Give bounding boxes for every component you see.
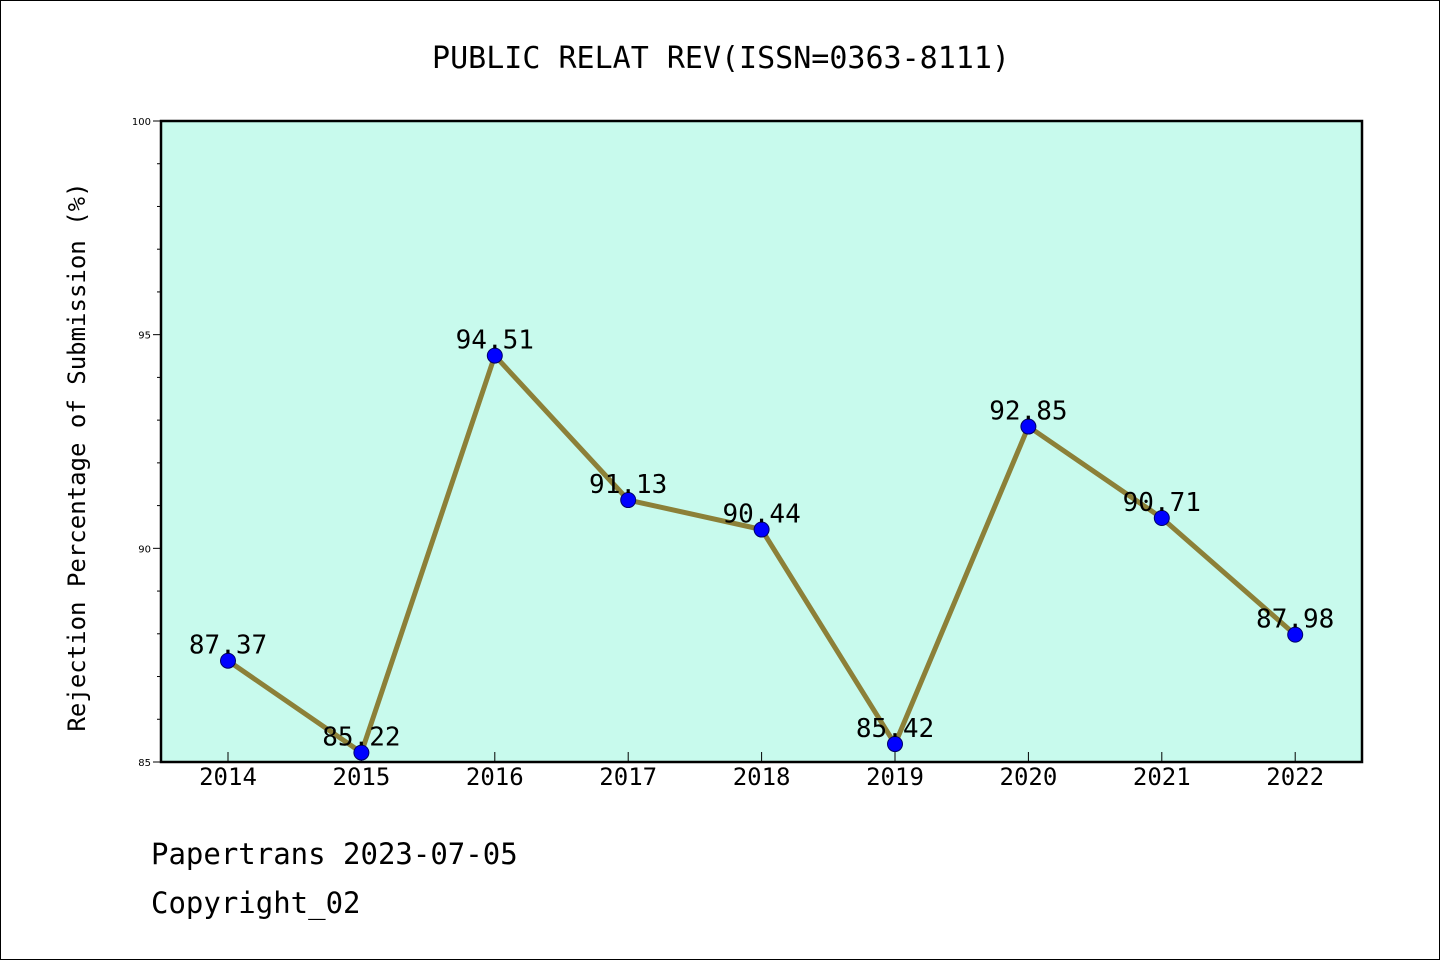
- footer-copyright-text: Copyright_02: [151, 886, 361, 920]
- data-label: 87.37: [189, 631, 267, 661]
- data-label: 92.85: [989, 397, 1067, 427]
- x-tick-label: 2017: [599, 763, 657, 791]
- x-tick-label: 2019: [866, 763, 924, 791]
- data-label: 87.98: [1256, 605, 1334, 635]
- x-tick-label: 2022: [1266, 763, 1324, 791]
- y-tick-label: 85: [138, 758, 151, 769]
- x-tick-label: 2015: [333, 763, 391, 791]
- y-axis-ticks: 85 90 95 100: [132, 117, 161, 769]
- data-label: 90.71: [1123, 488, 1201, 518]
- data-label: 85.22: [322, 723, 400, 753]
- x-tick-label: 2016: [466, 763, 524, 791]
- data-label: 94.51: [456, 326, 534, 356]
- data-label: 90.44: [722, 500, 800, 530]
- x-tick-label: 2018: [733, 763, 791, 791]
- y-tick-label: 95: [138, 331, 151, 342]
- footer-date-text: Papertrans 2023-07-05: [151, 837, 518, 871]
- plot-area: [161, 121, 1362, 762]
- data-label: 85.42: [856, 714, 934, 744]
- x-tick-label: 2014: [199, 763, 257, 791]
- x-tick-label: 2020: [1000, 763, 1058, 791]
- y-tick-label: 100: [132, 117, 151, 128]
- x-tick-label: 2021: [1133, 763, 1191, 791]
- y-axis-label: Rejection Percentage of Submission (%): [63, 182, 91, 731]
- chart-title: PUBLIC RELAT REV(ISSN=0363-8111): [432, 41, 1010, 76]
- data-label: 91.13: [589, 470, 667, 500]
- y-tick-label: 90: [138, 544, 151, 555]
